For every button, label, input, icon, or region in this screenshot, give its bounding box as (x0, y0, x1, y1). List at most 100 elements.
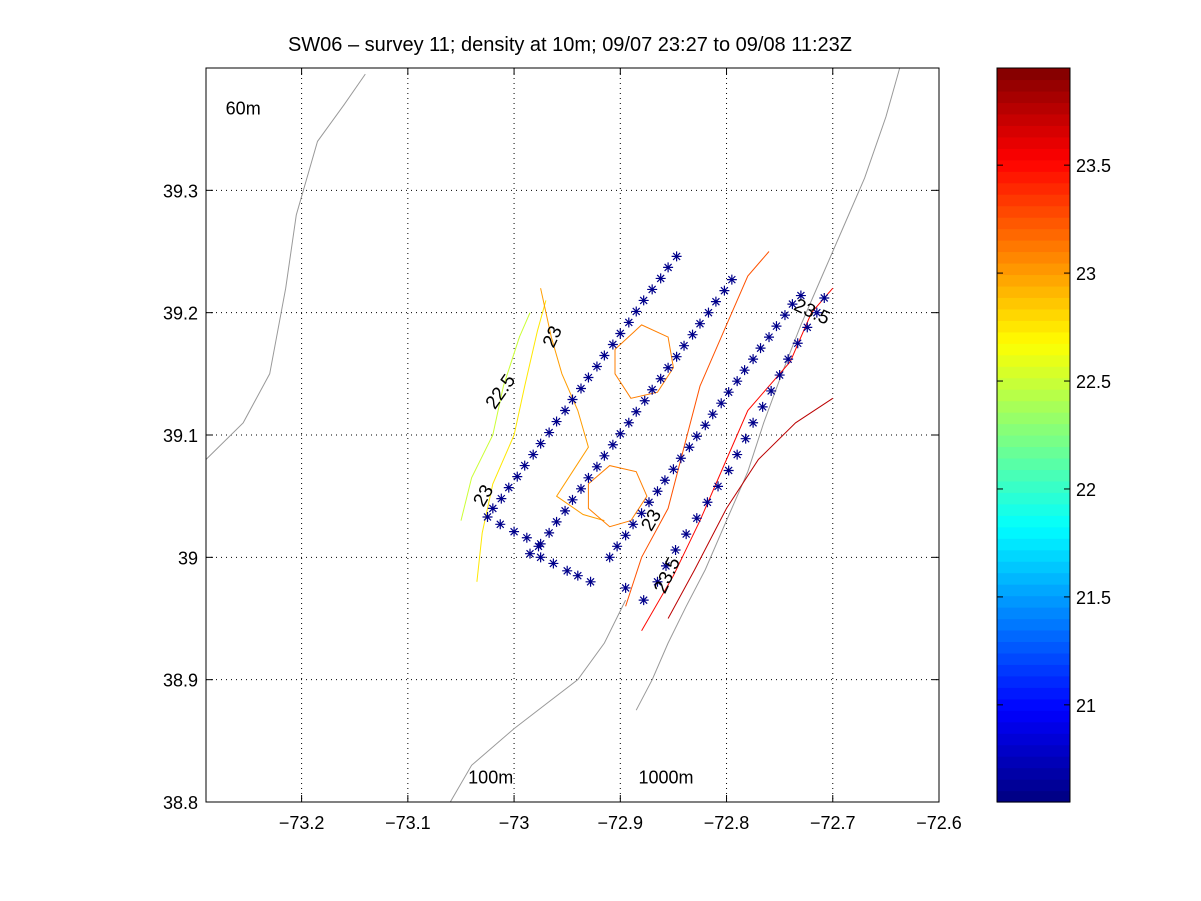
station-marker (535, 538, 546, 549)
station-marker (583, 472, 594, 483)
colorbar-band (997, 125, 1070, 138)
colorbar-band (997, 148, 1070, 161)
station-marker (732, 449, 743, 460)
x-tick-label: −72.9 (598, 813, 644, 833)
colorbar-tick-label: 22 (1076, 480, 1096, 500)
isobath-label: 60m (226, 98, 261, 118)
station-marker (551, 516, 562, 527)
colorbar-tick-label: 21.5 (1076, 588, 1111, 608)
station-marker (811, 307, 822, 318)
isobath-line (635, 67, 901, 711)
station-marker (551, 416, 562, 427)
colorbar-band (997, 377, 1070, 390)
station-marker (647, 284, 658, 295)
station-marker (631, 406, 642, 417)
station-marker (591, 461, 602, 472)
colorbar-band (997, 251, 1070, 264)
colorbar-band (997, 618, 1070, 631)
station-marker (643, 497, 654, 508)
station-marker (659, 475, 670, 486)
colorbar-band (997, 423, 1070, 436)
station-marker (687, 329, 698, 340)
colorbar-band (997, 354, 1070, 367)
colorbar-band (997, 400, 1070, 413)
station-marker (636, 508, 647, 519)
station-marker (707, 409, 718, 420)
density-contours (460, 251, 834, 631)
station-marker (620, 530, 631, 541)
station-marker (575, 383, 586, 394)
colorbar-band (997, 641, 1070, 654)
colorbar-band (997, 331, 1070, 344)
station-marker (628, 519, 639, 530)
colorbar-band (997, 492, 1070, 505)
station-marker (702, 497, 713, 508)
station-marker (562, 565, 573, 576)
station-marker (719, 285, 730, 296)
colorbar-band (997, 733, 1070, 746)
station-marker (647, 384, 658, 395)
station-marker (681, 529, 692, 540)
x-tick-label: −73.2 (279, 813, 325, 833)
station-marker (615, 428, 626, 439)
station-marker (612, 541, 623, 552)
station-marker (572, 570, 583, 581)
colorbar-band (997, 205, 1070, 218)
station-marker (638, 595, 649, 606)
station-marker (607, 339, 618, 350)
colorbar-band (997, 710, 1070, 723)
colorbar-band (997, 721, 1070, 734)
colorbar-tick-label: 22.5 (1076, 372, 1111, 392)
station-marker (482, 511, 493, 522)
colorbar-band (997, 343, 1070, 356)
y-tick-label: 39.3 (163, 181, 198, 201)
colorbar-band (997, 90, 1070, 104)
station-marker (615, 328, 626, 339)
station-marker (764, 332, 775, 343)
station-marker (548, 558, 559, 569)
isobath-line (205, 73, 366, 460)
station-marker (819, 292, 830, 303)
station-marker (663, 362, 674, 373)
colorbar-band (997, 480, 1070, 493)
station-marker (638, 295, 649, 306)
colorbar-band (997, 285, 1070, 298)
colorbar-band (997, 171, 1070, 184)
station-markers (482, 251, 830, 606)
colorbar-band (997, 572, 1070, 585)
colorbar-band (997, 549, 1070, 562)
x-tick-label: −72.8 (704, 813, 750, 833)
station-marker (802, 322, 813, 333)
station-marker (757, 401, 768, 412)
station-marker (509, 526, 520, 537)
colorbar-band (997, 687, 1070, 700)
station-marker (585, 576, 596, 587)
station-marker (795, 290, 806, 301)
y-axis-ticks: 38.8 38.9 39 39.1 39.2 39.3 (163, 181, 939, 813)
station-marker (713, 481, 724, 492)
chart-title: SW06 – survey 11; density at 10m; 09/07 … (288, 34, 852, 56)
x-tick-label: −73.1 (385, 813, 431, 833)
station-marker (710, 296, 721, 307)
colorbar-tick-label: 21 (1076, 696, 1096, 716)
density-contour-line (460, 312, 531, 521)
colorbar: 21 21.5 22 22.5 23 23.5 (996, 67, 1111, 803)
colorbar-band (997, 79, 1070, 92)
station-marker (716, 398, 727, 409)
station-marker (766, 385, 777, 396)
station-marker (684, 442, 695, 453)
colorbar-band (997, 113, 1070, 126)
colorbar-band (997, 102, 1070, 115)
colorbar-tick-label: 23.5 (1076, 156, 1111, 176)
station-marker (599, 350, 610, 361)
station-marker (560, 405, 571, 416)
y-tick-label: 38.8 (163, 793, 198, 813)
station-marker (631, 306, 642, 317)
station-marker (544, 527, 555, 538)
station-marker (723, 465, 734, 476)
station-marker (583, 372, 594, 383)
colorbar-band (997, 217, 1070, 230)
station-marker (535, 438, 546, 449)
colorbar-band (997, 595, 1070, 608)
colorbar-band (997, 561, 1070, 574)
